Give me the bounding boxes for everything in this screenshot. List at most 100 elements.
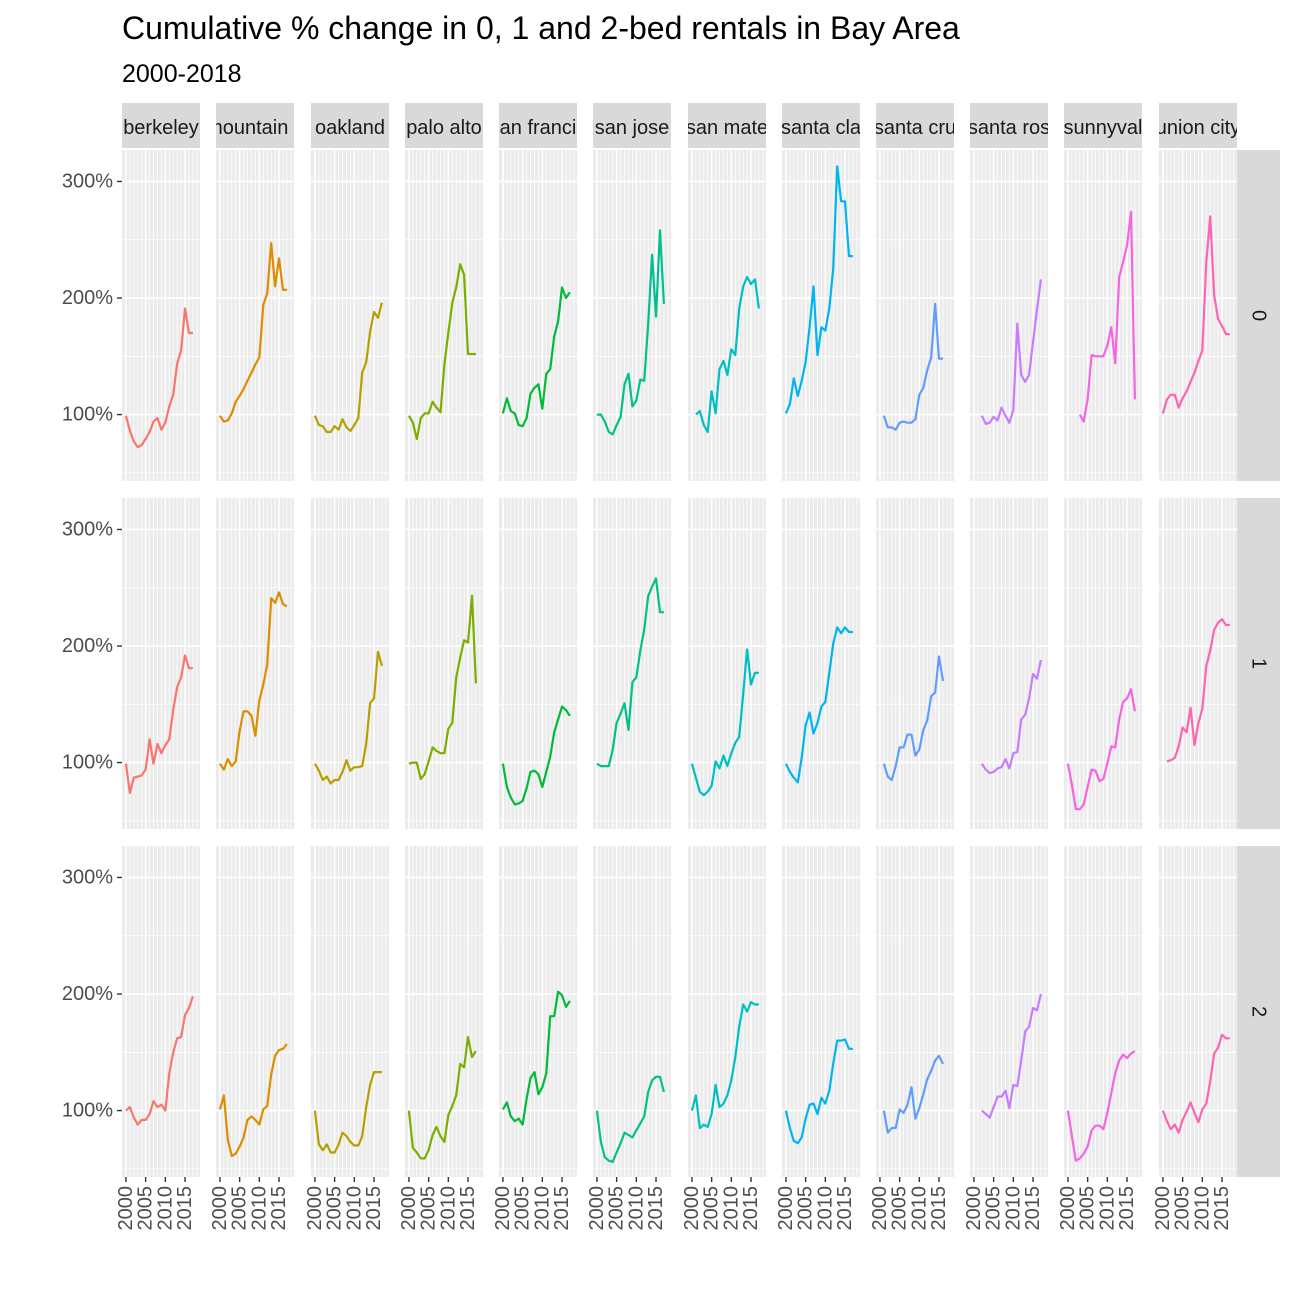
x-tick-label: 2015 [834, 1186, 856, 1231]
strip-label: sunnyval [1064, 117, 1143, 139]
x-tick-label: 2010 [531, 1186, 553, 1231]
y-tick-label: 200% [62, 635, 113, 657]
strip-label: san jose [595, 117, 670, 139]
panel-san-mateo-1 [688, 498, 766, 829]
series-line-berkeley-1 [124, 654, 193, 795]
strip-background [970, 103, 1048, 148]
strip-label: santa ros [968, 117, 1050, 139]
strip-label: union city [1156, 117, 1241, 139]
panel-san-jose-1 [593, 498, 671, 829]
x-tick-label: 2005 [418, 1186, 440, 1231]
panel-san-jose-2 [593, 846, 671, 1177]
series-line-union-city-0 [1161, 215, 1230, 414]
strip-label: palo alto [406, 117, 482, 139]
panel-santa-rosa-1 [970, 498, 1048, 829]
strip-label: mountain v [206, 117, 304, 139]
series-line-san-francisco-2 [501, 990, 571, 1126]
x-tick-label: 2000 [1152, 1186, 1174, 1231]
x-tick-label: 2005 [606, 1186, 628, 1231]
x-tick-label: 2010 [908, 1186, 930, 1231]
x-tick-label: 2005 [229, 1186, 251, 1231]
strip-label: santa cru [874, 117, 956, 139]
series-line-santa-rosa-0 [980, 279, 1042, 425]
x-tick-label: 2005 [512, 1186, 534, 1231]
series-line-union-city-2 [1161, 1033, 1230, 1134]
series-line-santa-rosa-2 [981, 993, 1042, 1119]
x-tick-label: 2015 [1211, 1186, 1233, 1231]
series-line-sunnyvale-0 [1078, 210, 1136, 423]
panel-san-francisco-0 [499, 150, 577, 481]
x-tick-label: 2005 [1077, 1186, 1099, 1231]
series-line-santa-clara-0 [784, 165, 853, 414]
panel-berkeley-0 [122, 150, 200, 481]
strip-background [688, 103, 766, 148]
x-tick-label: 2000 [681, 1186, 703, 1231]
series-line-santa-rosa-1 [980, 659, 1042, 775]
panel-sunnyvale-2 [1064, 846, 1142, 1177]
strip-background [311, 103, 389, 148]
panel-santa-cruz-0 [876, 150, 954, 481]
strip-label: santa cla [781, 117, 862, 139]
strip-label: san mate [686, 117, 768, 139]
panel-palo-alto-2 [405, 846, 483, 1177]
x-tick-label: 2010 [1191, 1186, 1213, 1231]
x-tick-label: 2005 [1172, 1186, 1194, 1231]
panel-union-city-0 [1159, 150, 1237, 481]
row-strip-background [1237, 498, 1280, 829]
y-tick-label: 300% [62, 866, 113, 888]
panel-union-city-1 [1159, 498, 1237, 829]
series-line-santa-cruz-2 [882, 1054, 944, 1134]
y-tick-label: 100% [62, 1100, 113, 1122]
x-tick-label: 2000 [775, 1186, 797, 1231]
chart-subtitle: 2000-2018 [122, 60, 242, 88]
strip-background [593, 103, 671, 148]
series-line-san-mateo-1 [690, 648, 759, 797]
panel-sunnyvale-1 [1064, 498, 1142, 829]
x-tick-label: 2015 [1116, 1186, 1138, 1231]
x-tick-label: 2000 [869, 1186, 891, 1231]
chart-title: Cumulative % change in 0, 1 and 2-bed re… [122, 10, 960, 46]
y-tick-label: 300% [62, 518, 113, 540]
x-tick-label: 2010 [720, 1186, 742, 1231]
x-tick-label: 2005 [795, 1186, 817, 1231]
series-line-union-city-1 [1166, 618, 1230, 763]
series-line-san-francisco-1 [501, 705, 571, 806]
series-line-santa-clara-2 [784, 1038, 853, 1145]
series-line-mountain-view-0 [218, 242, 287, 423]
row-strip-label: 0 [1248, 310, 1270, 321]
series-line-berkeley-0 [124, 307, 193, 449]
strip-background [216, 103, 294, 148]
panel-palo-alto-0 [405, 150, 483, 481]
x-tick-label: 2010 [343, 1186, 365, 1231]
strip-background [1064, 103, 1142, 148]
y-tick-label: 200% [62, 287, 113, 309]
strip-label: berkeley [123, 117, 199, 139]
x-tick-label: 2015 [363, 1186, 385, 1231]
panel-berkeley-2 [122, 846, 200, 1177]
x-tick-label: 2010 [248, 1186, 270, 1231]
panel-santa-cruz-1 [876, 498, 954, 829]
x-tick-label: 2000 [492, 1186, 514, 1231]
x-tick-label: 2005 [135, 1186, 157, 1231]
strip-background [1159, 103, 1237, 148]
series-line-berkeley-2 [125, 995, 194, 1126]
series-line-santa-clara-1 [784, 626, 853, 784]
x-tick-label: 2000 [304, 1186, 326, 1231]
x-tick-label: 2010 [625, 1186, 647, 1231]
y-tick-label: 100% [62, 404, 113, 426]
x-tick-label: 2010 [1002, 1186, 1024, 1231]
y-tick-label: 100% [62, 752, 113, 774]
panel-san-jose-0 [593, 150, 671, 481]
panel-santa-clara-1 [782, 498, 860, 829]
x-tick-label: 2005 [889, 1186, 911, 1231]
series-line-san-mateo-2 [690, 1001, 759, 1130]
x-tick-label: 2000 [209, 1186, 231, 1231]
strip-background [782, 103, 860, 148]
x-tick-label: 2010 [437, 1186, 459, 1231]
x-tick-label: 2010 [1096, 1186, 1118, 1231]
panel-santa-rosa-2 [970, 846, 1048, 1177]
x-tick-label: 2005 [701, 1186, 723, 1231]
x-tick-label: 2000 [115, 1186, 137, 1231]
panel-san-francisco-2 [499, 846, 577, 1177]
